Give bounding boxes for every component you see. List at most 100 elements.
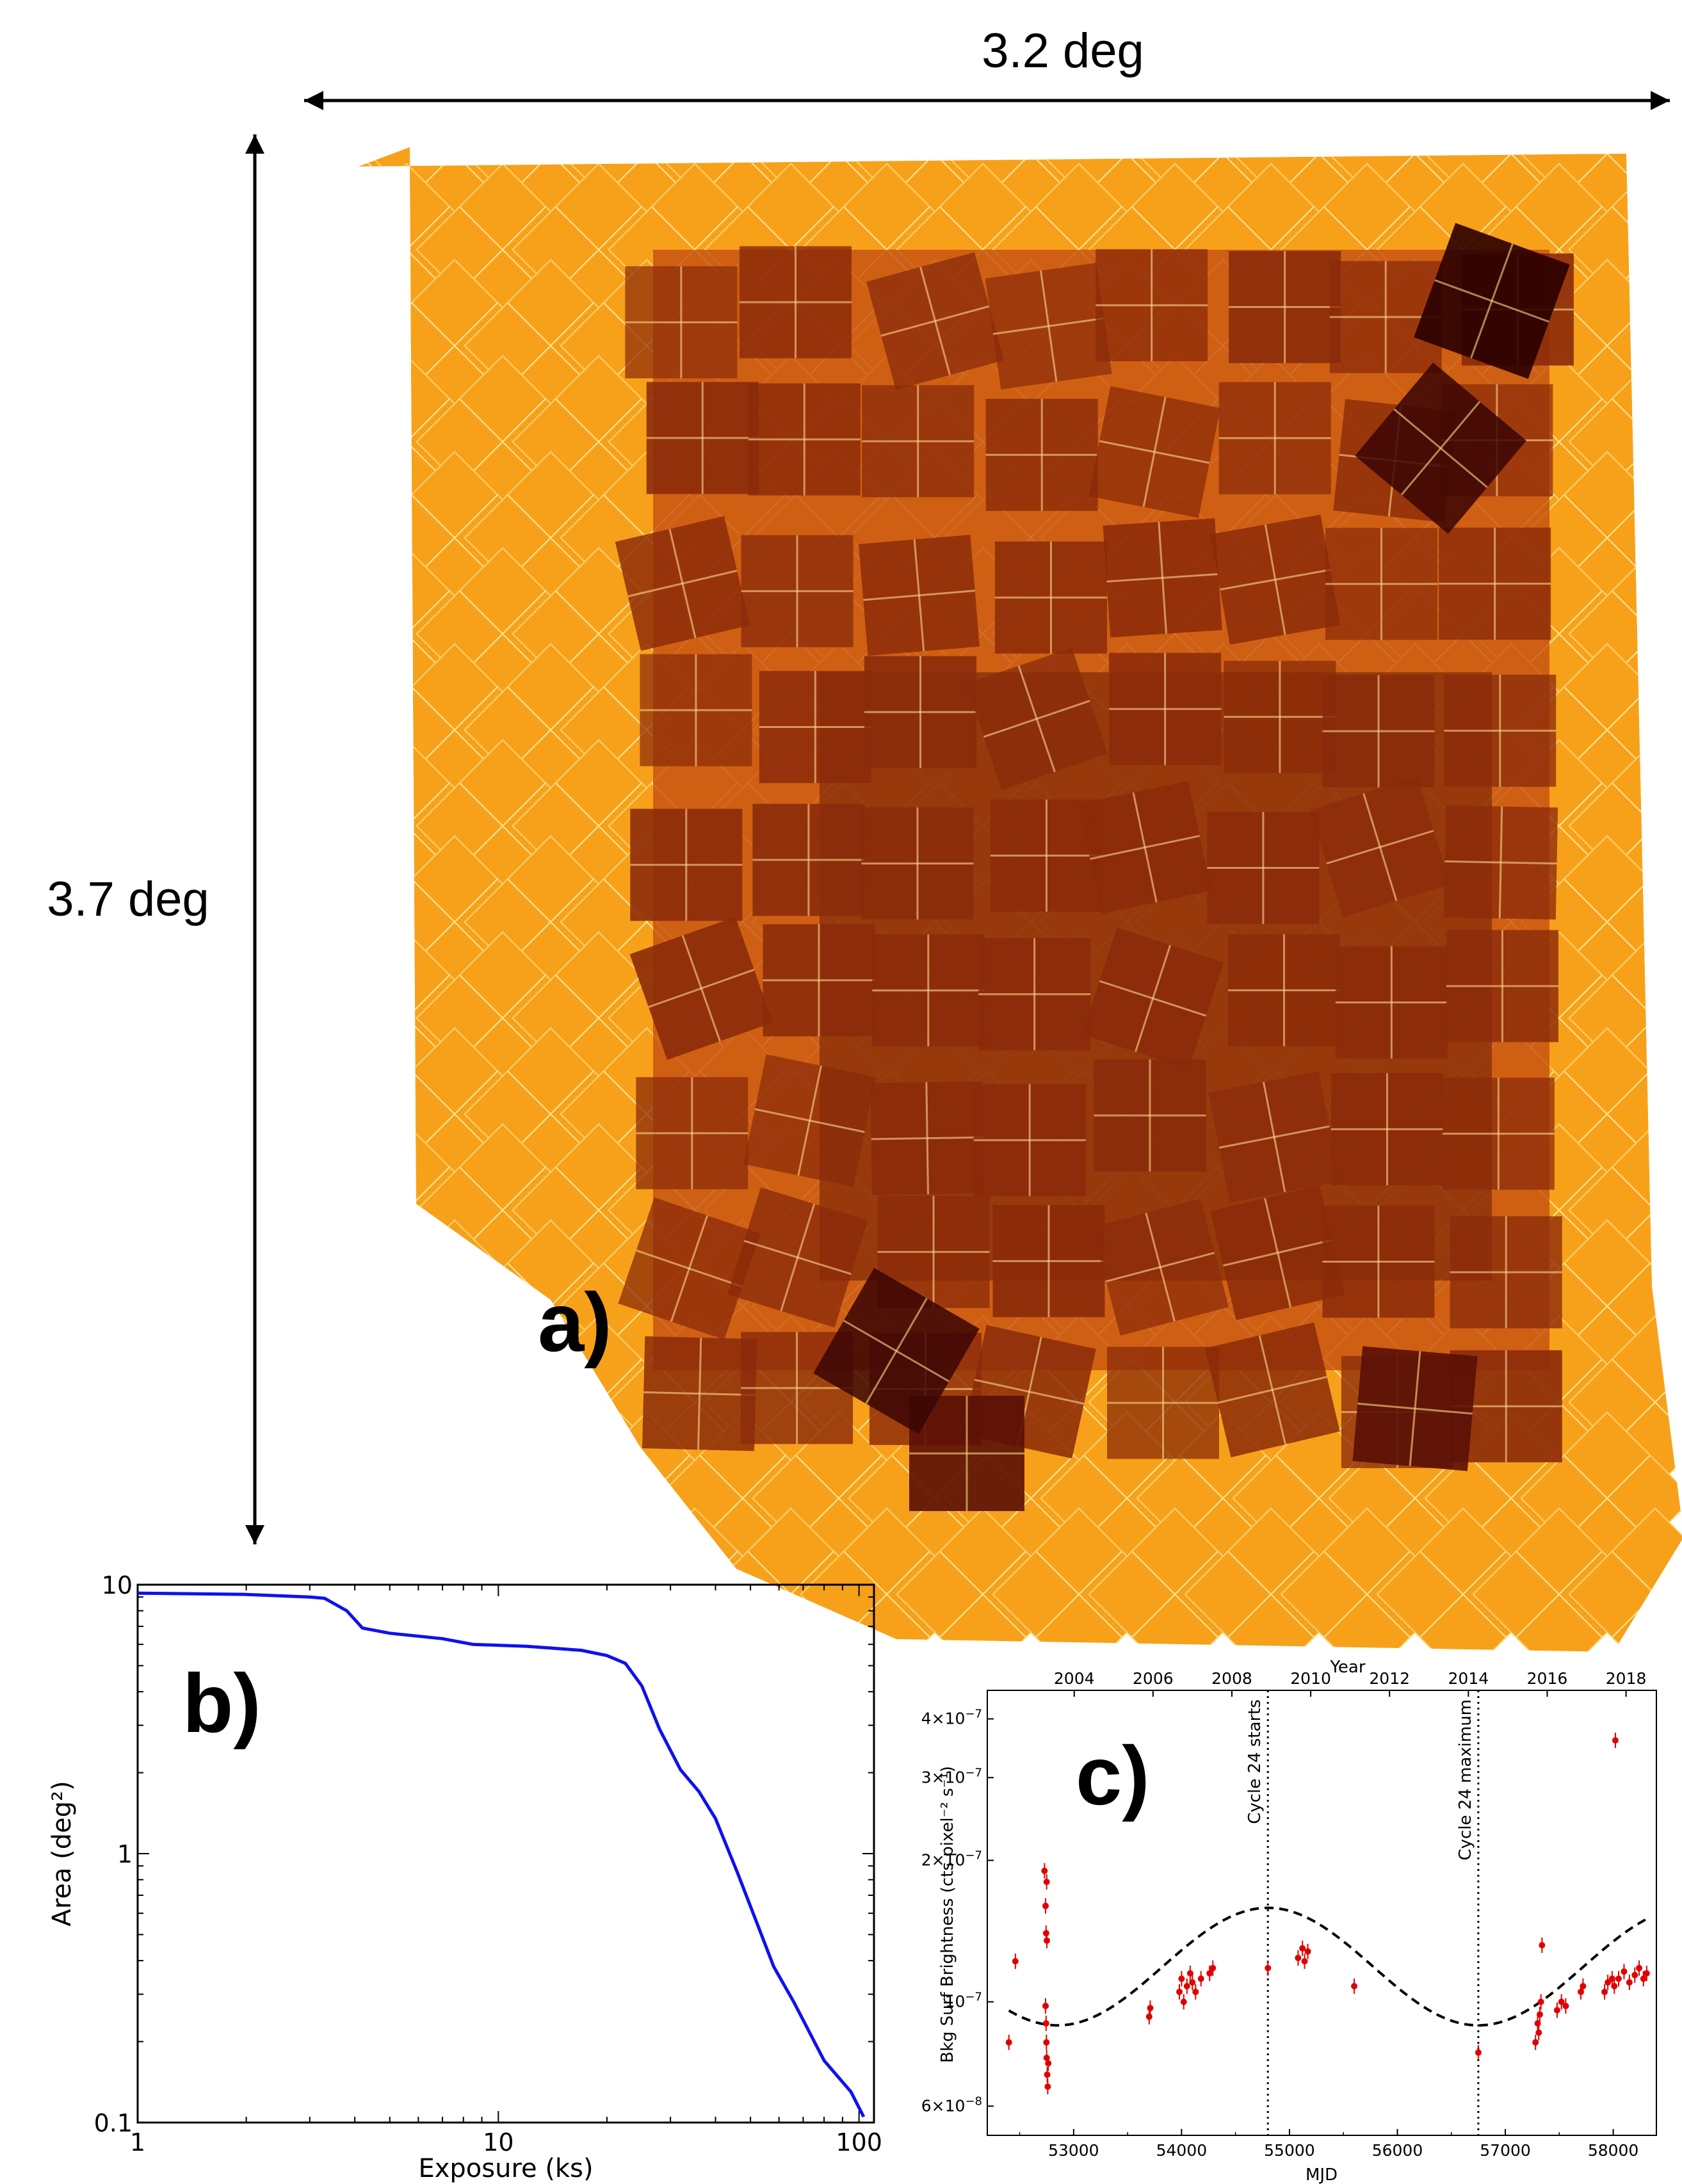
deep-pointing (966, 647, 1108, 790)
pointing-square (359, 1315, 494, 1489)
c-data-point (1301, 1958, 1308, 1965)
shallow-pointing (368, 1411, 542, 1585)
chip-gap-line (363, 1359, 450, 1446)
c-data-point (1605, 1979, 1612, 1986)
b-plot-frame (136, 1583, 875, 2124)
c-data-point (1180, 1998, 1187, 2005)
c-top-tick-label: 2018 (1606, 1669, 1647, 1688)
c-data-point (1626, 1979, 1633, 1986)
deep-pointing (1224, 661, 1336, 773)
deep-pointing (642, 1336, 757, 1452)
deep-pointing (615, 516, 750, 651)
chip-gap-line (1223, 1239, 1333, 1267)
c-data-point (1178, 1975, 1185, 1982)
chip-gap-line (359, 686, 402, 773)
deep-pointing (1322, 1205, 1435, 1318)
c-data-point (1475, 2049, 1482, 2056)
c-data-point (1045, 2060, 1052, 2067)
deep-pointing (858, 535, 980, 656)
deep-pointing (636, 1077, 748, 1190)
c-data-point (1005, 2039, 1012, 2046)
deep-pointing (866, 252, 1004, 390)
b-y-axis-label: Area (deg²) (47, 1781, 77, 1926)
chip-gap-line (636, 1249, 743, 1288)
c-data-point (1041, 1867, 1048, 1874)
deep-pointing (1094, 1059, 1206, 1172)
chip-gap-line (651, 1551, 738, 1638)
chip-gap-line (939, 1551, 1026, 1638)
deep-pointing (1443, 805, 1558, 920)
height-arrow-top-head (245, 134, 264, 154)
deep-pointing (864, 656, 977, 768)
deep-pointing (625, 266, 738, 378)
c-data-point (1012, 1958, 1019, 1965)
deep-pointing (1444, 674, 1557, 787)
chip-gap-line (1323, 1551, 1411, 1638)
c-data-point (1611, 1982, 1618, 1989)
c-data-point (1206, 1970, 1213, 1977)
c-x-tick-label: 53000 (1048, 2141, 1099, 2160)
chip-gap-line (363, 1551, 450, 1638)
deep-pointing (629, 916, 773, 1060)
chip-gap-line (359, 1455, 402, 1542)
chip-gap-line (359, 878, 402, 966)
c-x-axis-label: MJD (1306, 2165, 1338, 2184)
chip-gap-line (507, 1455, 594, 1542)
panel-a-exposure-map: 3.2 deg 3.7 deg a) (47, 24, 1682, 1652)
solar-cycle-model-curve (1008, 1906, 1647, 2027)
c-y-tick-exponent: −8 (965, 2094, 982, 2108)
chip-gap-line (648, 969, 755, 1008)
deep-pointing (646, 382, 759, 494)
shallow-pointing (359, 1411, 446, 1585)
shallow-pointing (1472, 1507, 1646, 1652)
chip-gap-line (871, 1136, 983, 1140)
chip-gap-line (359, 1071, 402, 1158)
c-data-point (1351, 1982, 1358, 1989)
chip-gap-line (411, 1455, 498, 1542)
deep-pointing (973, 1084, 1086, 1197)
chip-gap-line (651, 1551, 738, 1638)
chip-gap-line (754, 1108, 865, 1133)
c-data-point (1304, 1948, 1311, 1955)
chip-gap-line (459, 1551, 546, 1638)
deep-pointing (1082, 928, 1224, 1069)
chip-gap-line (643, 1391, 756, 1396)
panel-c-label: c) (1076, 1729, 1150, 1822)
deep-pointing (1450, 1216, 1562, 1329)
chip-gap-line (555, 1551, 642, 1638)
panel-c-background-brightness: 53000 54000 55000 56000 57000 58000 2004 2006 20… (921, 1658, 1657, 2184)
chip-gap-line (1444, 860, 1557, 865)
deep-pointing (1210, 514, 1341, 645)
chip-gap-line (359, 1071, 402, 1158)
deep-pointing (994, 541, 1107, 654)
deep-pointing (1103, 518, 1222, 638)
chip-gap-line (359, 1263, 402, 1350)
deep-pointing (1330, 1073, 1443, 1186)
deep-pointing (1310, 777, 1450, 918)
chip-gap-line (359, 147, 402, 197)
deep-pointing (741, 535, 853, 647)
c-y-axis-label: Bkg Surf Brightness (cts pixel⁻² s⁻¹) (938, 1766, 957, 2063)
c-data-point (1537, 1998, 1544, 2005)
area-curve (137, 1591, 866, 2118)
chip-gap-line (843, 1551, 930, 1638)
deep-pointing (1107, 1347, 1220, 1459)
chip-gap-line (411, 1263, 498, 1350)
pointing-square (359, 1411, 446, 1585)
panel-a-label: a) (538, 1275, 612, 1369)
chip-gap-line (359, 1263, 402, 1350)
deep-pointing (985, 263, 1112, 390)
deep-pointing (1207, 811, 1320, 924)
c-data-point (1532, 2039, 1539, 2046)
chip-gap-line (880, 305, 990, 337)
chip-gap-line (1106, 573, 1219, 583)
deep-pointing (992, 1205, 1105, 1318)
deep-pointing (618, 1197, 761, 1340)
c-data-point (1615, 1975, 1622, 1982)
deep-pointing (1446, 930, 1558, 1042)
c-data-point (1621, 1968, 1628, 1975)
c-data-point (1147, 2005, 1154, 2012)
c-top-tick-label: 2012 (1369, 1669, 1410, 1688)
pointing-square (359, 1219, 446, 1393)
